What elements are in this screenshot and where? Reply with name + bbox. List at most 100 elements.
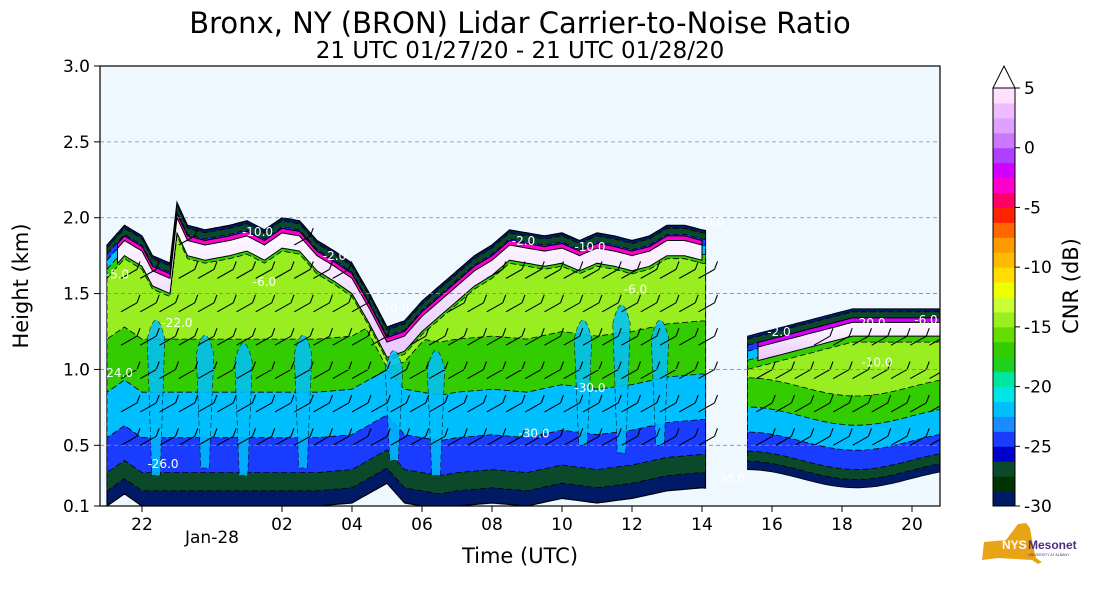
- x-date-label: Jan-28: [184, 528, 239, 548]
- x-tick-label: 16: [761, 515, 783, 535]
- x-tick-label: 22: [131, 515, 153, 535]
- wind-barb: [178, 227, 199, 246]
- streak-7: [612, 304, 631, 454]
- wind-barb: [813, 394, 834, 413]
- wind-barb: [563, 361, 584, 380]
- wind-barb: [832, 428, 853, 446]
- wind-barb: [832, 394, 853, 413]
- contour-label: -10.0: [378, 301, 409, 315]
- wind-barb: [909, 428, 930, 446]
- wind-barb: [216, 261, 237, 279]
- wind-barb: [640, 394, 661, 413]
- wind-barb: [370, 361, 391, 380]
- wind-barb: [120, 394, 141, 413]
- wind-barb: [929, 372, 940, 380]
- wind-barb: [640, 428, 661, 446]
- wind-barb: [293, 261, 314, 279]
- wind-barb: [236, 361, 257, 380]
- contour-label: -30.0: [714, 472, 745, 486]
- wind-barb: [447, 294, 468, 313]
- y-tick-label: 1.5: [63, 285, 90, 305]
- wind-barb: [659, 361, 680, 380]
- colorbar-frame: [992, 88, 1016, 507]
- wind-barb: [524, 294, 545, 313]
- axes-frame: [99, 65, 941, 507]
- wind-barb: [582, 294, 603, 313]
- colorbar-swatch: [993, 102, 1015, 119]
- wind-barb: [775, 428, 796, 446]
- colorbar-swatch: [993, 162, 1015, 179]
- wind-barb: [274, 394, 295, 413]
- wind-barb: [467, 327, 488, 346]
- colorbar-swatch: [993, 386, 1015, 402]
- wind-barb: [621, 294, 642, 313]
- grid: [100, 141, 940, 446]
- wind-barb: [775, 361, 796, 380]
- wind-barb: [293, 428, 314, 446]
- wind-barb: [813, 428, 834, 446]
- wind-barb: [332, 294, 353, 313]
- contour-label: -30.0: [574, 381, 605, 395]
- wind-barb: [794, 428, 815, 446]
- colorbar-tick-label: -5: [1024, 198, 1041, 218]
- wind-barb: [236, 428, 257, 446]
- wind-barb: [698, 394, 719, 413]
- colorbar-tick-label: -25: [1024, 437, 1052, 457]
- wind-barb: [486, 428, 507, 446]
- wind-barb: [178, 327, 199, 346]
- wind-barb: [505, 327, 526, 346]
- wind-barb: [640, 294, 661, 313]
- logo-university: UNIVERSITY AT ALBANY: [1028, 553, 1070, 557]
- wind-barb: [467, 361, 488, 380]
- wind-barb: [698, 428, 719, 446]
- wind-barb: [332, 394, 353, 413]
- wind-barb: [678, 327, 699, 346]
- wind-barb: [890, 394, 911, 413]
- wind-barb: [255, 394, 276, 413]
- colorbar-swatch: [993, 192, 1015, 208]
- colorbar-swatch: [993, 117, 1015, 134]
- logo-nys: NYS: [1002, 538, 1027, 552]
- wind-barb: [871, 428, 892, 446]
- wind-barb: [236, 327, 257, 346]
- wind-barb: [929, 338, 940, 346]
- wind-barb: [698, 294, 719, 313]
- wind-barb: [409, 327, 430, 346]
- wind-barb: [370, 428, 391, 446]
- wind-barb: [159, 394, 180, 413]
- wind-barb: [601, 327, 622, 346]
- wind-barb: [909, 361, 930, 380]
- wind-barb: [447, 361, 468, 380]
- wind-barb: [601, 394, 622, 413]
- wind-barb: [582, 428, 603, 446]
- wind-barb: [524, 261, 545, 279]
- wind-barb: [890, 361, 911, 380]
- wind-barb: [139, 394, 160, 413]
- wind-barb: [255, 361, 276, 380]
- wind-barb: [582, 261, 603, 279]
- colorbar-swatch: [993, 147, 1015, 164]
- wind-barb: [486, 394, 507, 413]
- wind-barb: [832, 327, 853, 346]
- wind-barb: [120, 428, 141, 446]
- contour-label: -20.0: [854, 316, 885, 330]
- wind-barb: [544, 361, 565, 380]
- wind-barb: [332, 261, 353, 279]
- wind-barb: [447, 394, 468, 413]
- wind-barb: [601, 294, 622, 313]
- wind-barb: [794, 394, 815, 413]
- wind-barb: [871, 327, 892, 346]
- wind-barb: [621, 361, 642, 380]
- wind-barb: [871, 361, 892, 380]
- colorbar-swatch: [993, 431, 1015, 447]
- wind-barb: [351, 361, 372, 380]
- x-tick-label: 06: [411, 515, 433, 535]
- wind-barb: [351, 327, 372, 346]
- wind-barb: [197, 428, 218, 446]
- wind-barb: [871, 394, 892, 413]
- colorbar-swatch: [993, 222, 1015, 238]
- wind-barb: [139, 327, 160, 346]
- x-tick-label: 04: [341, 515, 363, 535]
- wind-barb: [659, 428, 680, 446]
